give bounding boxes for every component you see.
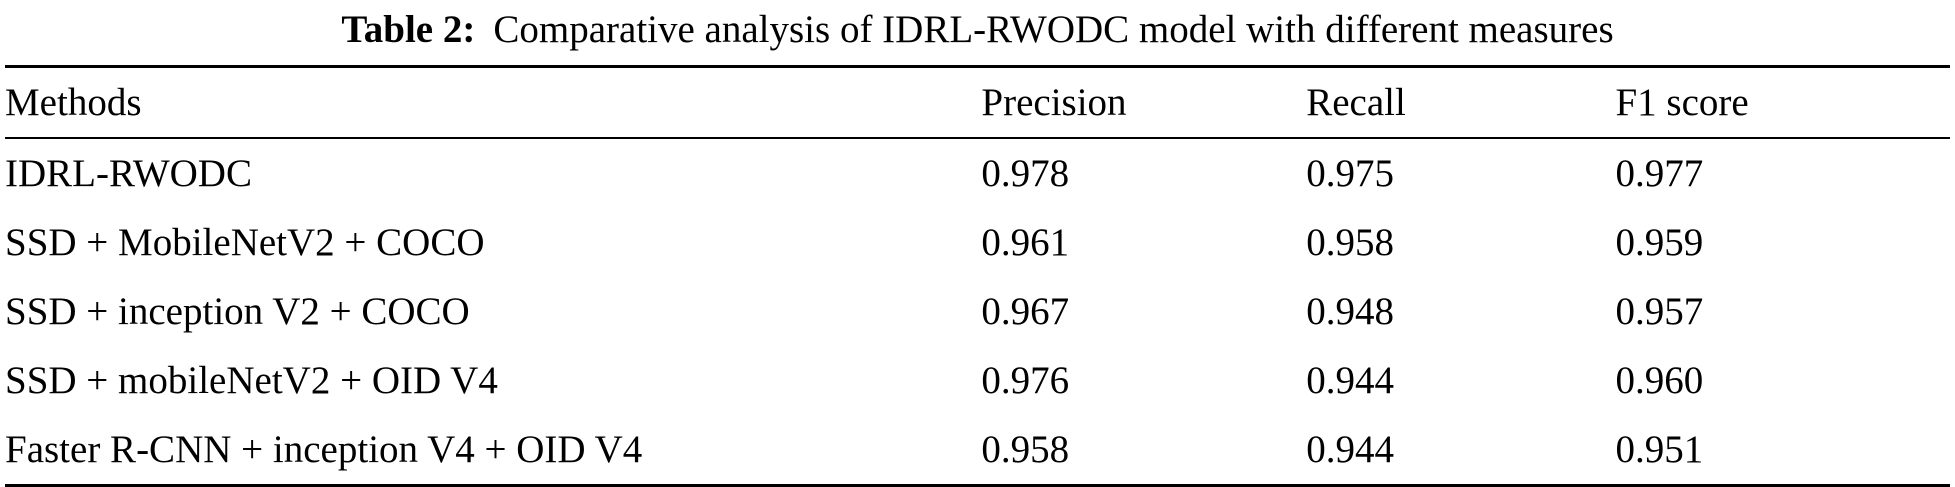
cell-precision: 0.978: [981, 151, 1070, 195]
table-caption-label: Table 2:: [341, 8, 476, 51]
cell-f1-score: 0.951: [1615, 427, 1704, 471]
cell-method: SSD + inception V2 + COCO: [5, 289, 470, 333]
cell-method: IDRL-RWODC: [5, 151, 252, 195]
table-row: IDRL-RWODC 0.978 0.975 0.977: [5, 138, 1950, 208]
table-header-row: Methods Precision Recall F1 score: [5, 66, 1950, 138]
cell-f1-score: 0.957: [1615, 289, 1704, 333]
cell-f1-score: 0.960: [1615, 358, 1704, 402]
table-row: SSD + mobileNetV2 + OID V4 0.976 0.944 0…: [5, 346, 1950, 415]
results-table: Methods Precision Recall F1 score IDRL-R…: [5, 64, 1950, 487]
cell-recall: 0.948: [1306, 289, 1394, 333]
cell-recall: 0.944: [1306, 427, 1394, 471]
table-row: SSD + inception V2 + COCO 0.967 0.948 0.…: [5, 277, 1950, 346]
cell-method: SSD + MobileNetV2 + COCO: [5, 220, 485, 264]
cell-f1-score: 0.959: [1615, 220, 1704, 264]
table-caption: Table 2: Comparative analysis of IDRL-RWO…: [5, 4, 1950, 65]
column-header-methods: Methods: [5, 80, 142, 124]
column-header-recall: Recall: [1306, 80, 1406, 124]
table-row: Faster R-CNN + inception V4 + OID V4 0.9…: [5, 415, 1950, 486]
cell-precision: 0.958: [981, 427, 1070, 471]
table-row: SSD + MobileNetV2 + COCO 0.961 0.958 0.9…: [5, 208, 1950, 277]
column-header-f1-score: F1 score: [1615, 80, 1749, 124]
column-header-precision: Precision: [981, 80, 1127, 124]
table-caption-text: Comparative analysis of IDRL-RWODC model…: [493, 8, 1614, 51]
paper-table-figure: Table 2: Comparative analysis of IDRL-RWO…: [5, 4, 1950, 487]
cell-precision: 0.976: [981, 358, 1070, 402]
cell-recall: 0.958: [1306, 220, 1394, 264]
cell-recall: 0.975: [1306, 151, 1394, 195]
cell-recall: 0.944: [1306, 358, 1394, 402]
cell-precision: 0.961: [981, 220, 1070, 264]
cell-method: SSD + mobileNetV2 + OID V4: [5, 358, 498, 402]
cell-method: Faster R-CNN + inception V4 + OID V4: [5, 427, 643, 471]
cell-f1-score: 0.977: [1615, 151, 1704, 195]
cell-precision: 0.967: [981, 289, 1070, 333]
